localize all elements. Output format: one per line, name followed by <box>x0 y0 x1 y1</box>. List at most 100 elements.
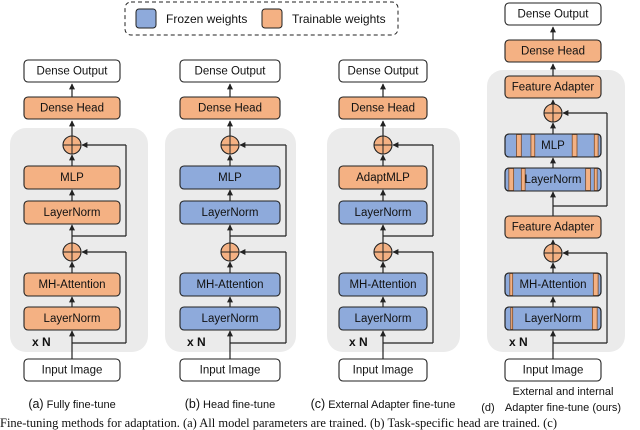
caption: (c) External Adapter fine-tune <box>311 397 456 411</box>
layernorm-box-label: LayerNorm <box>525 313 582 325</box>
dense-output-box-label: Dense Output <box>195 66 267 78</box>
mlp-box-label: MLP <box>541 140 565 152</box>
layernorm-box: LayerNorm <box>179 200 281 225</box>
trainable-stripe <box>592 273 599 296</box>
input-image-box: Input Image <box>23 358 121 382</box>
mh-attention-box-outline <box>504 272 602 297</box>
input-image-box: Input Image <box>338 358 428 382</box>
caption-letter: (d) <box>481 402 494 414</box>
layernorm-box-outline <box>504 306 602 331</box>
legend-frozen-label: Frozen weights <box>166 12 247 26</box>
legend: Frozen weights Trainable weights <box>124 1 399 36</box>
mlp-box-rect <box>179 165 281 190</box>
mh-attention-box-label: MH-Attention <box>196 279 263 291</box>
trainable-stripe <box>509 273 514 296</box>
dense-output-box-label: Dense Output <box>518 9 590 21</box>
sum-icon <box>62 242 82 262</box>
repeat-count-label: x N <box>32 335 51 349</box>
dense-head-box-label: Dense Head <box>351 103 415 115</box>
mlp-box-rect <box>23 165 121 190</box>
sum-icon <box>62 135 82 155</box>
mlp-box: MLP <box>504 133 602 158</box>
dense-output-box-rect <box>338 59 428 83</box>
trainable-stripe <box>530 134 536 157</box>
caption: (a) Fully fine-tune <box>28 397 115 411</box>
layernorm-box-label: LayerNorm <box>202 207 259 219</box>
layernorm-box-rect <box>179 306 281 331</box>
dense-head-box-rect <box>338 96 428 120</box>
sum-icon <box>373 135 393 155</box>
layernorm-box-rect <box>23 200 121 225</box>
sum-icon <box>543 103 563 123</box>
figure-caption: Fine-tuning methods for adaptation. (a) … <box>0 416 557 430</box>
layernorm-box-label: LayerNorm <box>44 207 101 219</box>
feature-adapter-box-rect <box>504 215 602 239</box>
repeat-count-label: x N <box>349 335 368 349</box>
caption-text: Fully fine-tune <box>47 399 116 411</box>
input-image-box-label: Input Image <box>523 365 584 377</box>
input-image-box-rect <box>338 358 428 382</box>
feature-adapter-box-label: Feature Adapter <box>512 82 595 94</box>
repeat-count-label: x N <box>509 335 528 349</box>
dense-head-box-rect <box>179 96 281 120</box>
dense-output-box-label: Dense Output <box>37 66 109 78</box>
input-image-box-label: Input Image <box>353 365 414 377</box>
layernorm-box: LayerNorm <box>338 306 428 331</box>
trainable-stripe <box>593 134 599 157</box>
sum-icon <box>220 135 240 155</box>
layernorm-box-label: LayerNorm <box>202 313 259 325</box>
mlp-box-label: MLP <box>218 172 242 184</box>
dense-head-box-label: Dense Head <box>40 103 104 115</box>
trainable-stripe <box>516 134 522 157</box>
mh-attention-box: MH-Attention <box>23 272 121 297</box>
input-image-box-label: Input Image <box>42 365 103 377</box>
feature-adapter-box-rect <box>504 75 602 99</box>
layernorm-box: LayerNorm <box>23 306 121 331</box>
feature-adapter-box-label: Feature Adapter <box>512 222 595 234</box>
layernorm-box: LayerNorm <box>504 167 602 192</box>
dense-head-box-label: Dense Head <box>198 103 262 115</box>
input-image-box: Input Image <box>179 358 281 382</box>
dense-head-box: Dense Head <box>179 96 281 120</box>
layernorm-box-label: LayerNorm <box>355 313 412 325</box>
dense-output-box: Dense Output <box>504 2 602 26</box>
mlp-box: MLP <box>23 165 121 190</box>
input-image-box-rect <box>23 358 121 382</box>
mh-attention-box-label: MH-Attention <box>519 279 586 291</box>
layernorm-box-rect <box>338 200 428 225</box>
mh-attention-box: MH-Attention <box>338 272 428 297</box>
feature-adapter-box: Feature Adapter <box>504 75 602 99</box>
trainable-stripe <box>510 307 514 330</box>
caption-letter: (c) <box>311 397 326 411</box>
adaptmlp-box-label: AdaptMLP <box>356 172 410 184</box>
trainable-stripe <box>571 134 578 157</box>
legend-trainable-label: Trainable weights <box>292 12 386 26</box>
mh-attention-box-label: MH-Attention <box>38 279 105 291</box>
dense-head-box: Dense Head <box>504 39 602 63</box>
dense-head-box: Dense Head <box>23 96 121 120</box>
input-image-box-rect <box>504 358 602 382</box>
dense-head-box-rect <box>504 39 602 63</box>
mh-attention-box-rect <box>23 272 121 297</box>
repeat-count-label: x N <box>187 335 206 349</box>
layernorm-box: LayerNorm <box>179 306 281 331</box>
mh-attention-box-label: MH-Attention <box>349 279 416 291</box>
caption-text: Adapter fine-tune (ours) <box>505 402 621 414</box>
caption-text: Head fine-tune <box>203 399 275 411</box>
mh-attention-box: MH-Attention <box>504 272 602 297</box>
dense-output-box-rect <box>504 2 602 26</box>
mlp-box: MLP <box>179 165 281 190</box>
mlp-box-label: MLP <box>60 172 84 184</box>
mlp-box-outline <box>504 133 602 158</box>
dense-head-box-label: Dense Head <box>521 46 585 58</box>
dense-output-box: Dense Output <box>23 59 121 83</box>
frozen-swatch <box>135 8 157 29</box>
adaptmlp-box: AdaptMLP <box>338 165 428 190</box>
dense-output-box: Dense Output <box>338 59 428 83</box>
dense-output-box-rect <box>179 59 281 83</box>
layernorm-box-outline <box>504 167 602 192</box>
adaptmlp-box-rect <box>338 165 428 190</box>
layernorm-box-rect <box>338 306 428 331</box>
caption-line1: External and internal <box>513 386 614 398</box>
